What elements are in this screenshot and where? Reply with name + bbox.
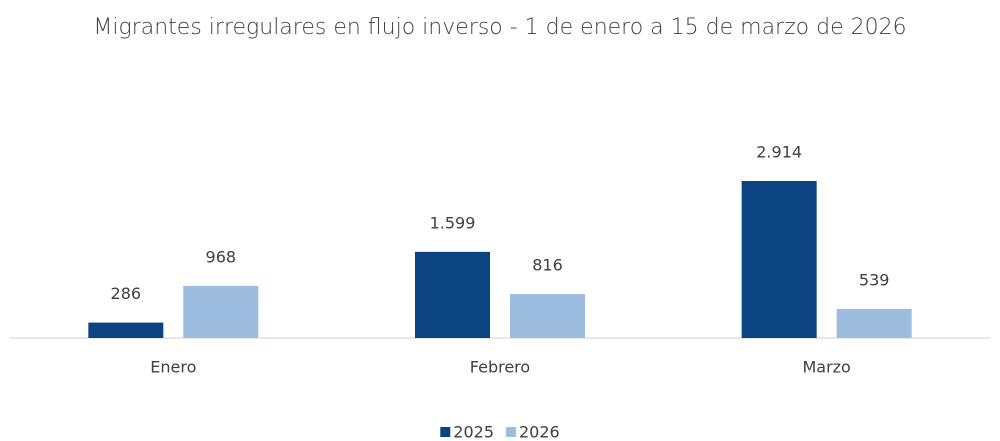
bar (183, 285, 259, 338)
bar (741, 181, 817, 338)
x-tick-label: Marzo (802, 358, 850, 377)
bar (415, 251, 490, 338)
bar (836, 308, 912, 338)
data-label: 2.914 (756, 143, 802, 162)
legend-swatch (506, 427, 516, 437)
data-label: 1.599 (430, 213, 476, 232)
data-label: 286 (111, 284, 142, 303)
data-label: 968 (206, 247, 237, 266)
chart-title: Migrantes irregulares en flujo inverso -… (93, 15, 907, 40)
legend-label: 2025 (453, 423, 494, 441)
x-tick-label: Enero (150, 358, 196, 377)
bar (510, 294, 585, 338)
data-label: 539 (859, 270, 890, 289)
bar (88, 322, 164, 338)
x-tick-label: Febrero (470, 358, 530, 377)
data-label: 816 (532, 256, 563, 275)
legend-label: 2026 (519, 423, 560, 441)
legend-swatch (440, 427, 451, 437)
